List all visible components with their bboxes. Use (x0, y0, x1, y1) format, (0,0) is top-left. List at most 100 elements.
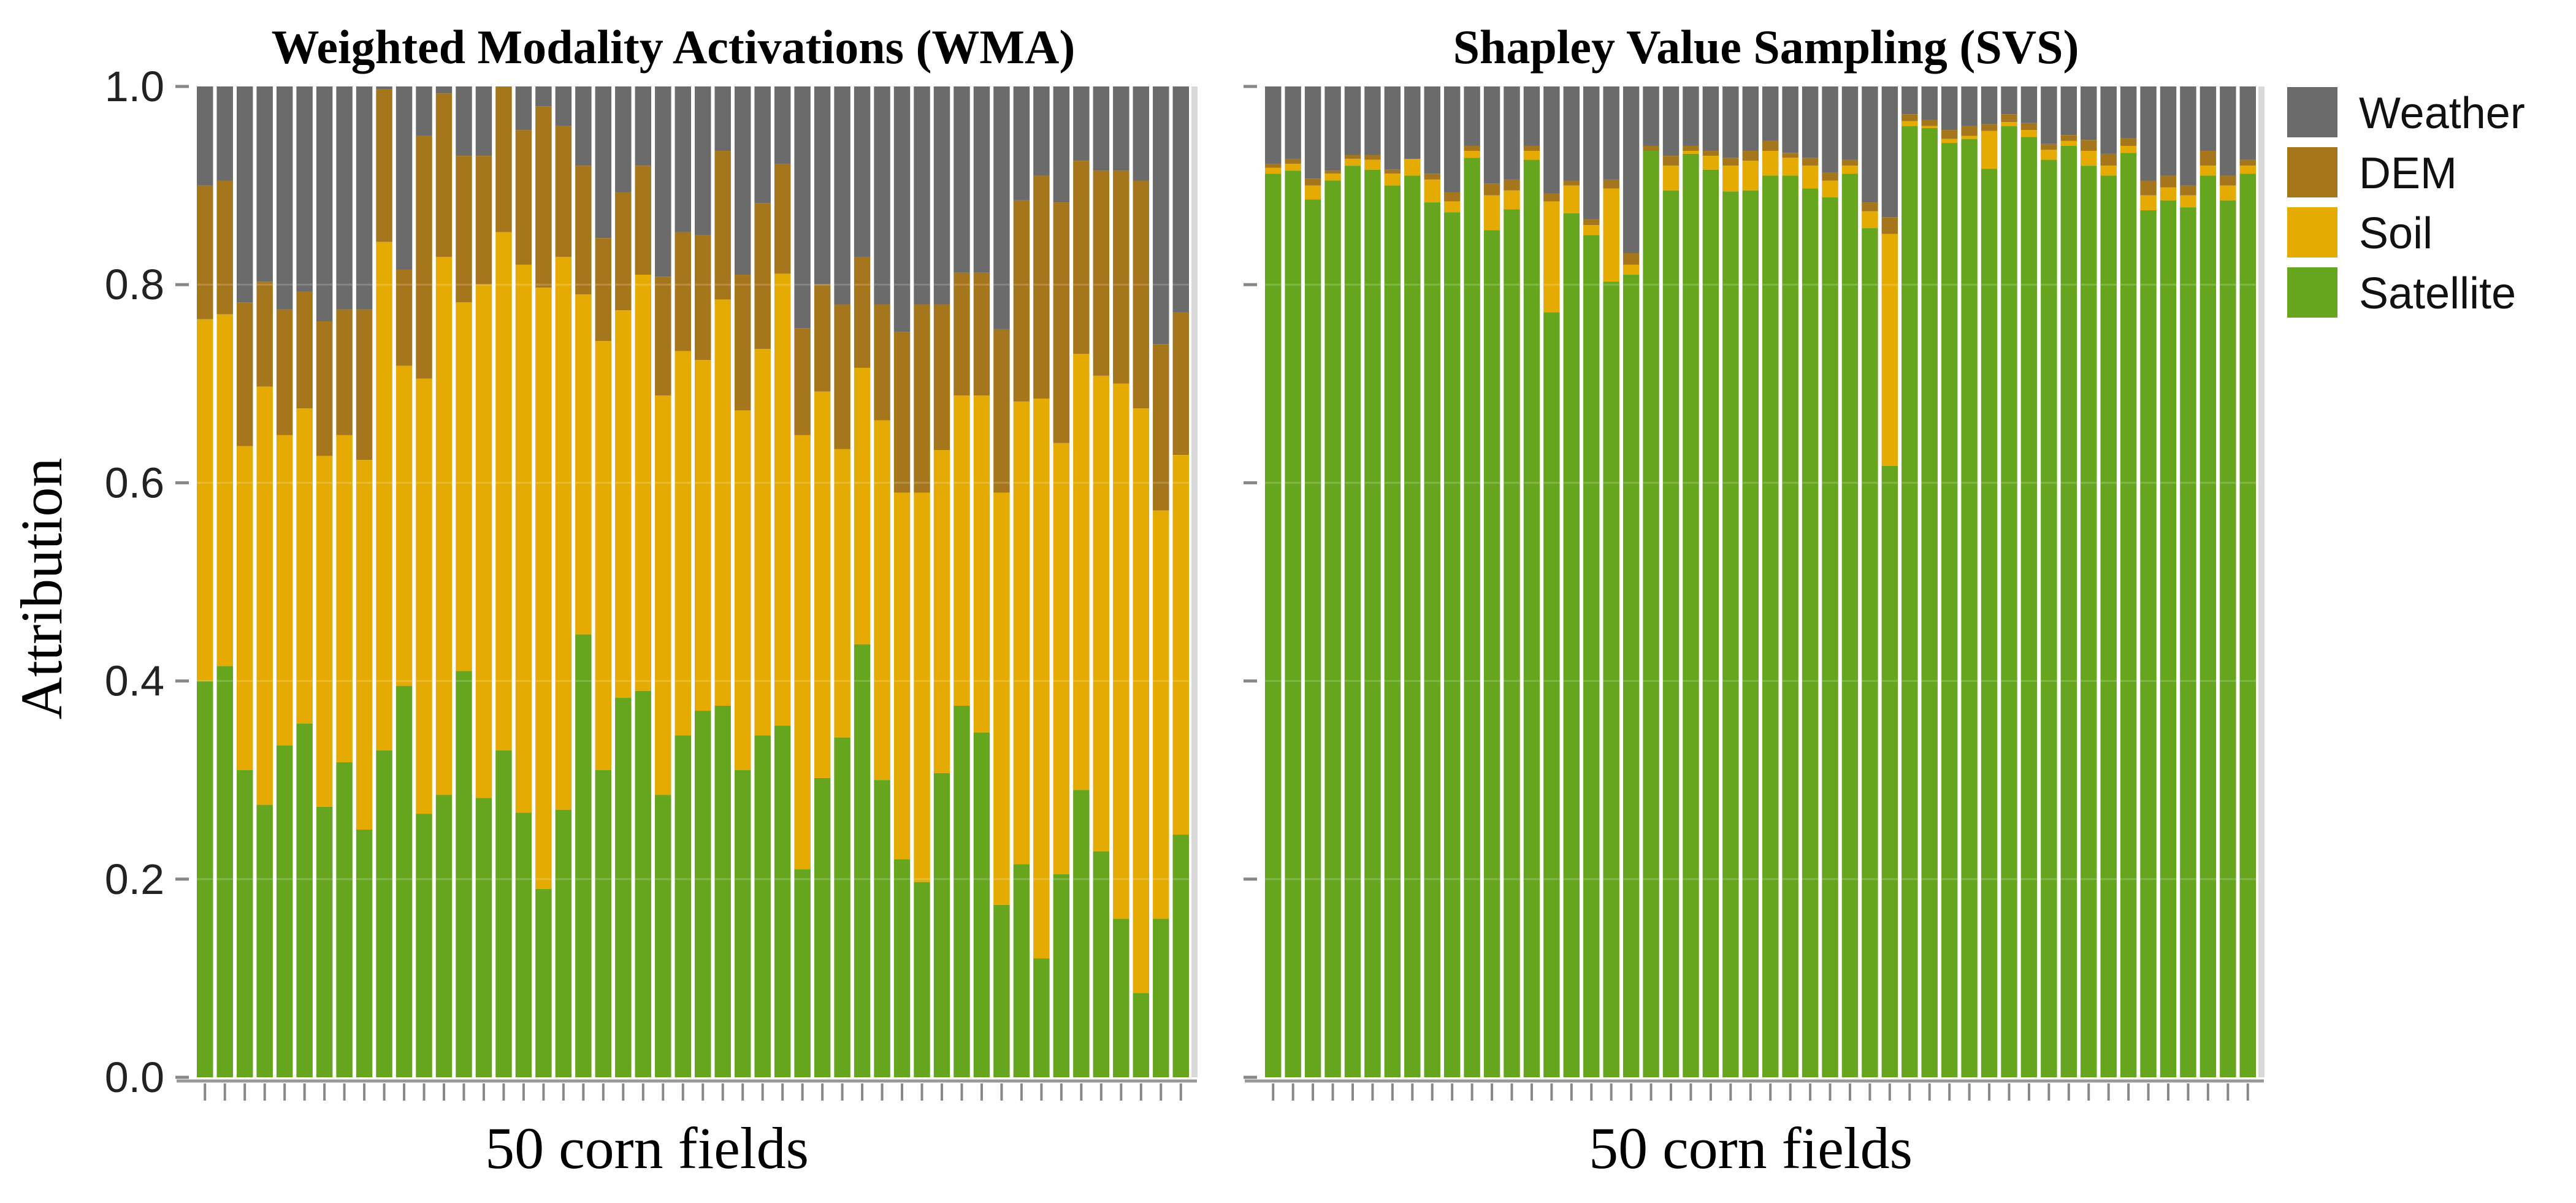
bar-soil (1033, 399, 1050, 959)
bar-satellite (1504, 209, 1520, 1077)
y-tick-label: 0.8 (105, 261, 164, 308)
bar-weather (854, 86, 871, 257)
bar-satellite (675, 735, 691, 1077)
bar-soil (1464, 151, 1480, 158)
bar-soil (236, 446, 253, 771)
bar-weather (256, 86, 273, 282)
bar-soil (555, 256, 572, 810)
bar-satellite (1603, 281, 1619, 1078)
bar-satellite (1093, 851, 1110, 1077)
bar-soil (1921, 126, 1938, 128)
bar-soil (1563, 185, 1580, 213)
bar-soil (376, 242, 392, 750)
bar-dem (2140, 180, 2157, 196)
bar-satellite (1802, 188, 1819, 1078)
bar-soil (774, 273, 791, 726)
bar-soil (416, 378, 432, 814)
bar-weather (1802, 86, 1819, 158)
bar-soil (2060, 140, 2077, 146)
bar-soil (1662, 166, 1680, 191)
bar-soil (2180, 195, 2196, 208)
bar-satellite (2220, 200, 2236, 1078)
bar-satellite (2060, 145, 2077, 1078)
bar-weather (2020, 86, 2038, 123)
bar-dem (1384, 169, 1401, 174)
bar-weather (933, 86, 950, 305)
bar-weather (1702, 86, 1719, 151)
bar-weather (1981, 86, 1998, 124)
bar-soil (435, 256, 453, 795)
bar-soil (1603, 188, 1619, 282)
bar-satellite (1981, 169, 1998, 1077)
bar-soil (1841, 166, 1859, 174)
bar-dem (1961, 126, 1978, 136)
bar-weather (675, 86, 691, 232)
bar-dem (874, 304, 890, 421)
bar-weather (555, 86, 572, 126)
bar-satellite (316, 806, 333, 1077)
bar-satellite (993, 904, 1010, 1077)
bar-soil (1344, 158, 1361, 166)
bar-satellite (1483, 230, 1500, 1077)
bar-satellite (695, 711, 711, 1077)
bar-soil (1802, 166, 1819, 189)
bar-weather (1113, 86, 1129, 171)
bar-soil (933, 450, 950, 773)
bar-dem (1464, 145, 1480, 151)
bar-weather (893, 86, 911, 332)
bar-dem (2239, 159, 2256, 166)
bar-dem (1702, 151, 1719, 156)
bar-soil (1702, 156, 1719, 170)
bar-dem (1981, 124, 1998, 131)
bar-dem (675, 232, 691, 351)
bar-weather (296, 86, 313, 292)
bar-satellite (336, 762, 353, 1077)
bar-soil (336, 435, 353, 763)
bar-satellite (1285, 170, 1301, 1077)
bar-soil (495, 232, 512, 750)
bar-weather (1285, 86, 1301, 159)
bar-soil (635, 275, 652, 691)
bar-satellite (714, 706, 731, 1077)
bar-soil (1483, 195, 1500, 231)
bar-dem (1782, 153, 1798, 158)
panel-title-wma: Weighted Modality Activations (WMA) (272, 20, 1076, 74)
bar-soil (834, 449, 850, 738)
bar-weather (1344, 86, 1361, 155)
bar-weather (1033, 86, 1050, 176)
bar-weather (1324, 86, 1341, 171)
bar-soil (814, 391, 831, 778)
bar-satellite (416, 814, 432, 1077)
bar-soil (1762, 151, 1779, 176)
bar-satellite (2180, 207, 2196, 1077)
bar-dem (834, 304, 850, 449)
bar-dem (615, 192, 632, 311)
bar-weather (416, 86, 432, 136)
bar-weather (2160, 86, 2177, 176)
bar-weather (376, 86, 392, 90)
bar-dem (2160, 175, 2177, 188)
bar-soil (197, 319, 213, 681)
bar-satellite (356, 830, 373, 1077)
bar-dem (475, 156, 492, 285)
bar-weather (635, 86, 652, 166)
bar-soil (1504, 190, 1520, 210)
bar-satellite (1941, 143, 1958, 1078)
bar-soil (2200, 166, 2217, 176)
bar-dem (794, 328, 811, 435)
bar-weather (1265, 86, 1282, 164)
bar-soil (2160, 187, 2177, 200)
bar-satellite (1862, 228, 1878, 1078)
bar-satellite (1424, 202, 1440, 1077)
bar-soil (615, 310, 632, 698)
bar-soil (714, 299, 731, 706)
bar-weather (1153, 86, 1169, 345)
bar-soil (655, 395, 671, 795)
bar-dem (1762, 140, 1779, 151)
x-axis-label-svs: 50 corn fields (1589, 1115, 1913, 1181)
bar-satellite (1961, 139, 1978, 1077)
bar-weather (336, 86, 353, 310)
bar-satellite (1324, 180, 1341, 1077)
bar-satellite (1822, 197, 1838, 1077)
bar-dem (2041, 143, 2057, 150)
